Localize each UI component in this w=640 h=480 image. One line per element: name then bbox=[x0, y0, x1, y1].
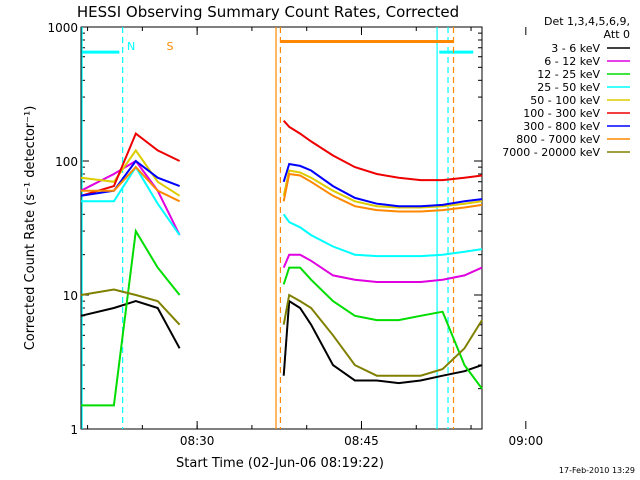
timestamp: 17-Feb-2010 13:29 bbox=[559, 466, 635, 475]
series-line bbox=[282, 266, 483, 390]
x-tick-label: 09:00 bbox=[509, 434, 544, 448]
series-line bbox=[81, 165, 181, 203]
series-line bbox=[282, 162, 483, 208]
legend-header: Det 1,3,4,5,6,9, bbox=[544, 15, 630, 28]
y-tick-label: 1000 bbox=[47, 21, 78, 35]
series-line bbox=[282, 293, 483, 377]
series-line bbox=[80, 300, 181, 349]
series-line bbox=[282, 299, 483, 385]
legend-label: 300 - 800 keV bbox=[523, 120, 600, 133]
legend-label: 3 - 6 keV bbox=[551, 42, 600, 55]
legend-label: 12 - 25 keV bbox=[537, 68, 600, 81]
x-axis-label: Start Time (02-Jun-06 08:19:22) bbox=[176, 456, 384, 471]
legend-label: 100 - 300 keV bbox=[523, 107, 600, 120]
series-line bbox=[282, 120, 483, 182]
x-tick-label: 08:30 bbox=[180, 434, 215, 448]
x-tick-label: 08:45 bbox=[344, 434, 379, 448]
y-tick-label: 1 bbox=[70, 423, 78, 437]
legend-label: 800 - 7000 keV bbox=[516, 133, 600, 146]
y-tick-label: 10 bbox=[63, 289, 78, 303]
plot-area bbox=[80, 26, 483, 430]
legend-header: Att 0 bbox=[604, 28, 630, 41]
legend-label: 6 - 12 keV bbox=[544, 55, 600, 68]
series-line bbox=[80, 132, 181, 197]
chart-title: HESSI Observing Summary Count Rates, Cor… bbox=[77, 3, 459, 21]
series-line bbox=[282, 253, 483, 283]
marker-label: N bbox=[127, 40, 135, 53]
series-line bbox=[282, 213, 483, 258]
legend-label: 50 - 100 keV bbox=[530, 94, 600, 107]
plot-frame bbox=[80, 26, 483, 430]
series-line bbox=[80, 159, 180, 197]
marker-label: S bbox=[166, 40, 173, 53]
series-line bbox=[80, 288, 181, 326]
y-axis-label: Corrected Count Rate (s⁻¹ detector⁻¹) bbox=[23, 106, 38, 351]
y-tick-label: 100 bbox=[55, 155, 78, 169]
series-line bbox=[80, 148, 181, 197]
series-line bbox=[81, 228, 181, 407]
data-series bbox=[80, 120, 483, 407]
series-line bbox=[81, 165, 181, 236]
legend-label: 25 - 50 keV bbox=[537, 81, 600, 94]
legend-label: 7000 - 20000 keV bbox=[502, 146, 600, 159]
series-line bbox=[282, 172, 483, 213]
series-line bbox=[282, 169, 483, 209]
